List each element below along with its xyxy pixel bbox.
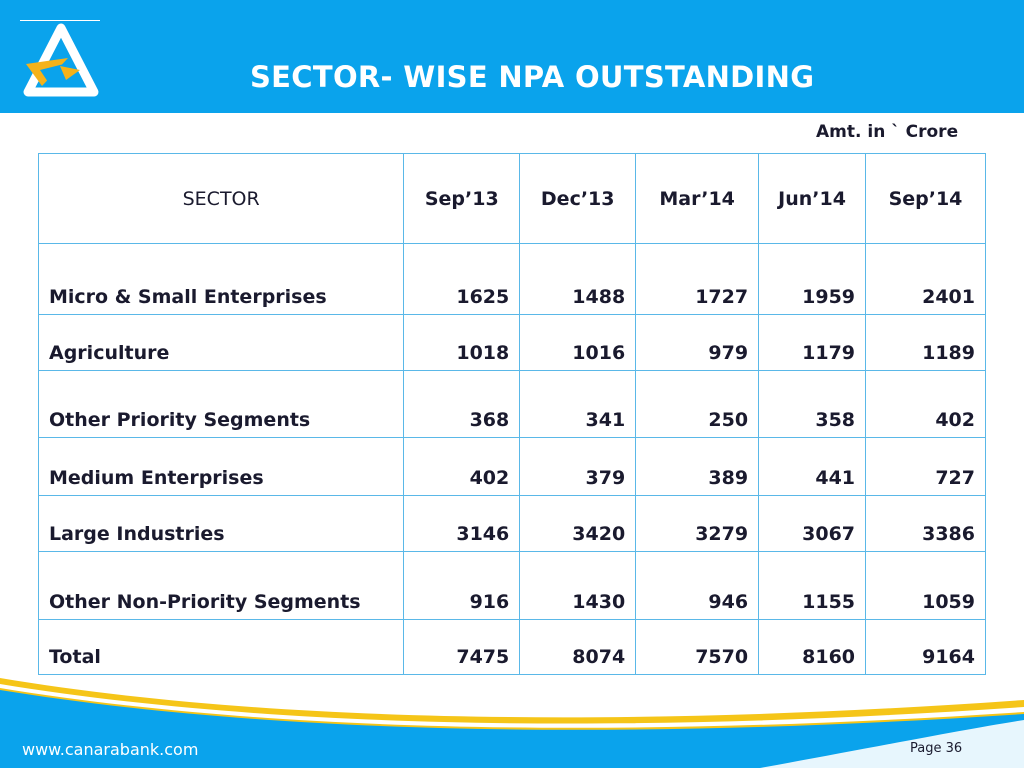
logo-top-line (20, 20, 100, 21)
value-cell: 979 (635, 314, 760, 371)
sector-cell: Other Non-Priority Segments (37, 551, 405, 620)
value-cell: 1959 (758, 243, 867, 315)
value-cell: 8160 (758, 619, 867, 675)
table-row: Other Non-Priority Segments 916 1430 946… (37, 551, 986, 620)
footer-wave-decoration (0, 678, 1024, 768)
value-cell: 727 (865, 437, 986, 496)
value-cell: 250 (635, 370, 760, 438)
value-cell: 341 (519, 370, 637, 438)
value-cell: 3279 (635, 495, 760, 552)
page-title: SECTOR- WISE NPA OUTSTANDING (250, 60, 815, 94)
sector-cell: Agriculture (37, 314, 405, 371)
sector-cell: Micro & Small Enterprises (37, 243, 405, 315)
table-row: Large Industries 3146 3420 3279 3067 338… (37, 495, 986, 552)
page-number: Page 36 (910, 741, 963, 756)
value-cell: 1059 (865, 551, 986, 620)
value-cell: 3067 (758, 495, 867, 552)
column-header-mar14: Mar’14 (635, 153, 760, 244)
value-cell: 402 (865, 370, 986, 438)
value-cell: 3146 (403, 495, 521, 552)
unit-note: Amt. in ` Crore (816, 122, 959, 142)
value-cell: 8074 (519, 619, 637, 675)
value-cell: 7570 (635, 619, 760, 675)
sector-cell: Total (37, 619, 405, 675)
table-row: Agriculture 1018 1016 979 1179 1189 (37, 314, 986, 371)
value-cell: 946 (635, 551, 760, 620)
table-header-row: SECTOR Sep’13 Dec’13 Mar’14 Jun’14 Sep’1… (37, 153, 986, 244)
table-row: Micro & Small Enterprises 1625 1488 1727… (37, 243, 986, 315)
sector-cell: Large Industries (37, 495, 405, 552)
table-row-total: Total 7475 8074 7570 8160 9164 (37, 619, 986, 675)
value-cell: 916 (403, 551, 521, 620)
sector-cell: Medium Enterprises (37, 437, 405, 496)
value-cell: 1189 (865, 314, 986, 371)
value-cell: 1488 (519, 243, 637, 315)
value-cell: 1018 (403, 314, 521, 371)
value-cell: 1430 (519, 551, 637, 620)
value-cell: 441 (758, 437, 867, 496)
value-cell: 1727 (635, 243, 760, 315)
website-link[interactable]: www.canarabank.com (22, 740, 199, 759)
value-cell: 389 (635, 437, 760, 496)
npa-table: SECTOR Sep’13 Dec’13 Mar’14 Jun’14 Sep’1… (37, 153, 986, 675)
column-header-sep13: Sep’13 (403, 153, 521, 244)
value-cell: 9164 (865, 619, 986, 675)
column-header-jun14: Jun’14 (758, 153, 867, 244)
value-cell: 1179 (758, 314, 867, 371)
table-row: Other Priority Segments 368 341 250 358 … (37, 370, 986, 438)
value-cell: 368 (403, 370, 521, 438)
value-cell: 1016 (519, 314, 637, 371)
sector-cell: Other Priority Segments (37, 370, 405, 438)
column-header-sep14: Sep’14 (865, 153, 986, 244)
value-cell: 2401 (865, 243, 986, 315)
value-cell: 379 (519, 437, 637, 496)
value-cell: 358 (758, 370, 867, 438)
column-header-dec13: Dec’13 (519, 153, 637, 244)
value-cell: 3420 (519, 495, 637, 552)
value-cell: 402 (403, 437, 521, 496)
value-cell: 7475 (403, 619, 521, 675)
table-row: Medium Enterprises 402 379 389 441 727 (37, 437, 986, 496)
header-bar: SECTOR- WISE NPA OUTSTANDING (0, 0, 1024, 113)
value-cell: 3386 (865, 495, 986, 552)
column-header-sector: SECTOR (37, 153, 405, 244)
value-cell: 1625 (403, 243, 521, 315)
value-cell: 1155 (758, 551, 867, 620)
canara-bank-logo-icon (23, 23, 99, 97)
